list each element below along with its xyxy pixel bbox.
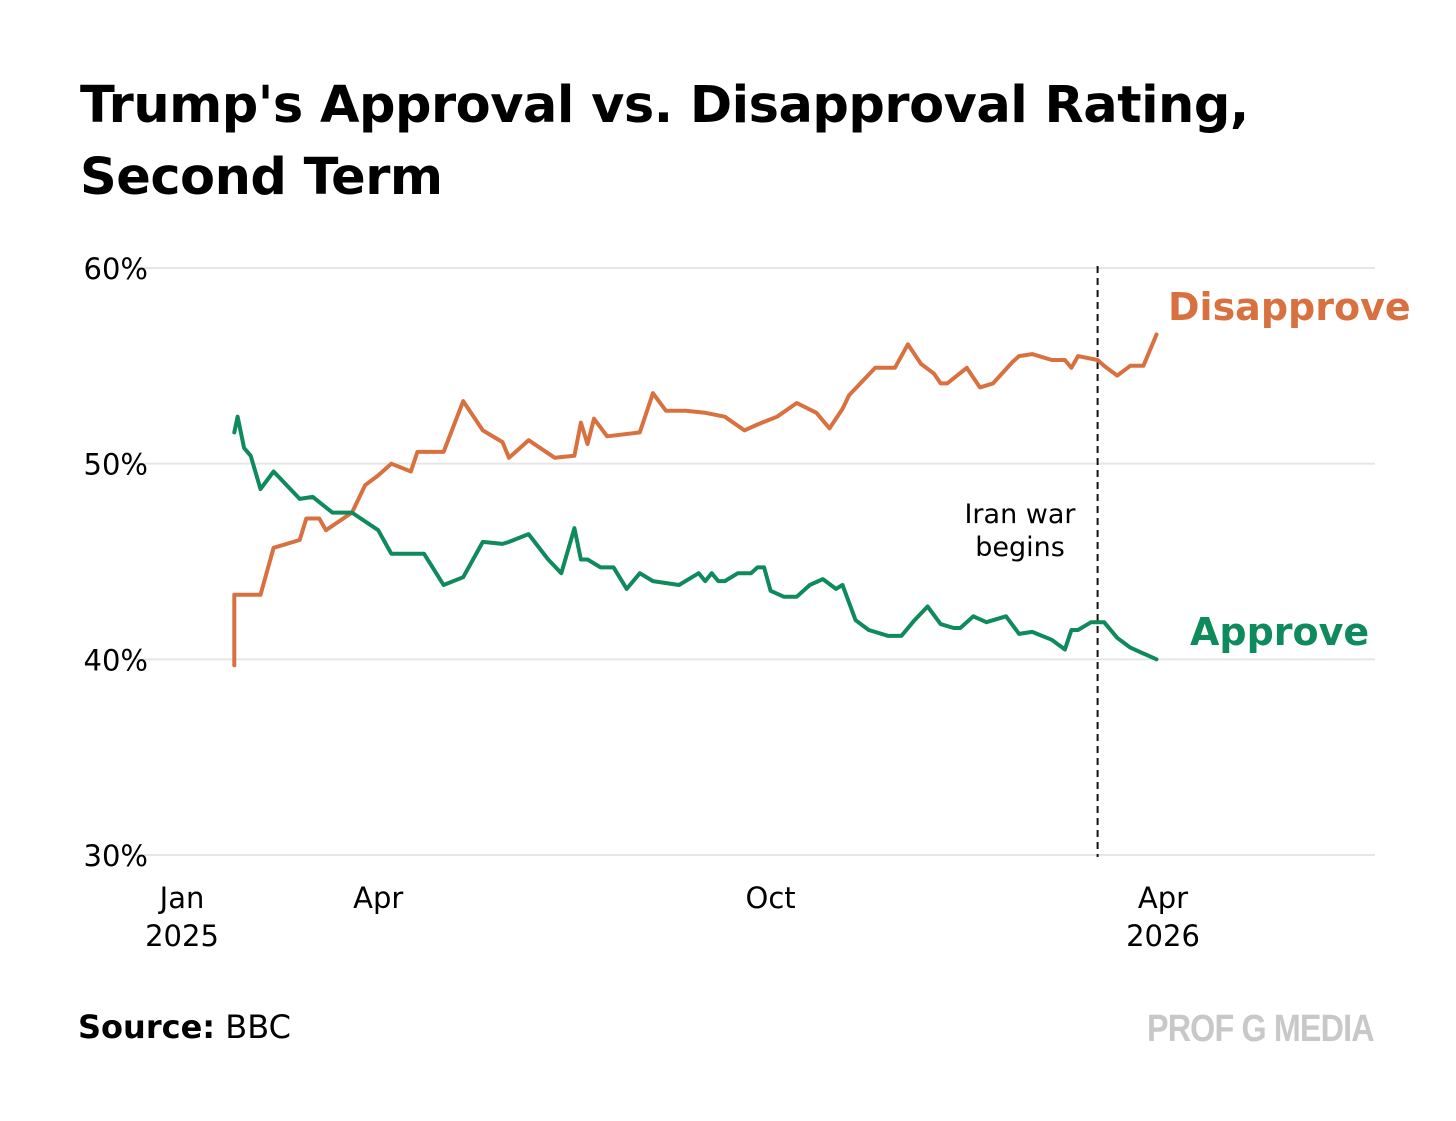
y-tick-label: 40% [84,643,148,677]
x-tick-label: Apr [1138,881,1188,915]
x-tick-label: Oct [746,881,796,915]
series-labels: Disapprove Approve [1168,285,1411,654]
source-label: Source: [78,1008,216,1046]
series-line-disapprove [232,332,1159,668]
x-tick-label: Apr [353,881,403,915]
y-axis: 30% 40% 50% 60% [84,252,148,873]
series-label-approve: Approve [1190,610,1369,654]
source-note: Source: BBC [78,1008,291,1046]
series-line-approve [232,414,1159,662]
annotation-label-line2: begins [975,532,1065,563]
x-axis: Jan 2025 Apr Oct Apr 2026 [145,881,1200,953]
annotation-label-line1: Iran war [964,499,1076,530]
y-tick-label: 60% [84,252,148,286]
chart-title: Trump's Approval vs. Disapproval Rating,… [80,76,1249,207]
x-tick-sublabel: 2025 [145,919,219,953]
brand-logo: PROF G MEDIA [1147,1008,1375,1050]
x-tick-sublabel: 2026 [1126,919,1200,953]
y-tick-label: 30% [84,839,148,873]
source-value: BBC [225,1008,291,1046]
y-tick-label: 50% [84,448,148,482]
series-label-disapprove: Disapprove [1168,285,1411,329]
series-layer [232,332,1159,668]
x-tick-label: Jan [158,881,205,915]
grid-layer [135,267,1375,856]
